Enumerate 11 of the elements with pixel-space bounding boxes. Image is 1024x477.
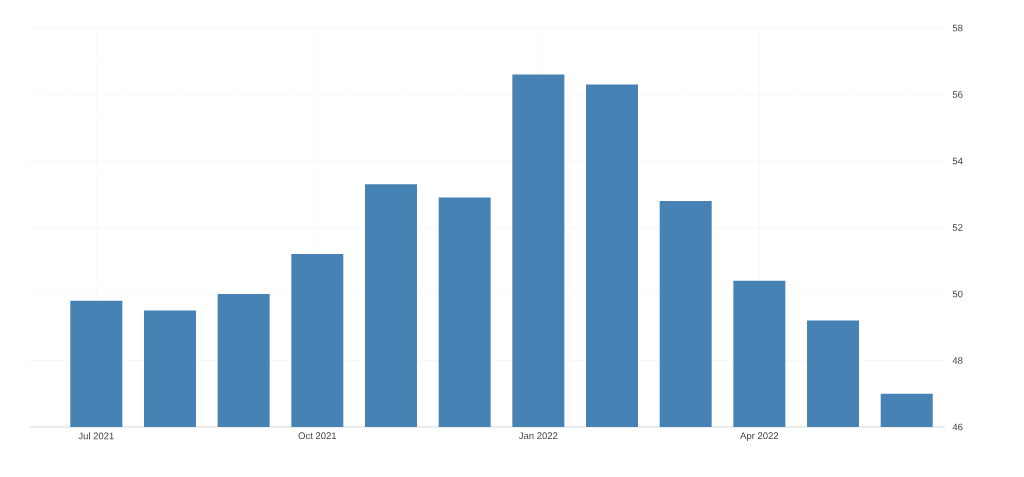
y-tick-label: 54 bbox=[952, 157, 963, 165]
y-tick-label: 46 bbox=[952, 423, 963, 431]
x-tick-label: Jan 2022 bbox=[518, 432, 558, 440]
x-tick-label: Jul 2021 bbox=[78, 432, 114, 440]
y-tick-label: 50 bbox=[952, 290, 963, 298]
x-tick-label: Apr 2022 bbox=[740, 432, 779, 441]
x-tick-label: Oct 2021 bbox=[298, 432, 337, 440]
y-tick-label: 52 bbox=[952, 224, 963, 231]
y-tick-label: 58 bbox=[952, 24, 963, 32]
y-tick-label: 48 bbox=[952, 357, 963, 364]
y-tick-label: 56 bbox=[952, 91, 963, 98]
